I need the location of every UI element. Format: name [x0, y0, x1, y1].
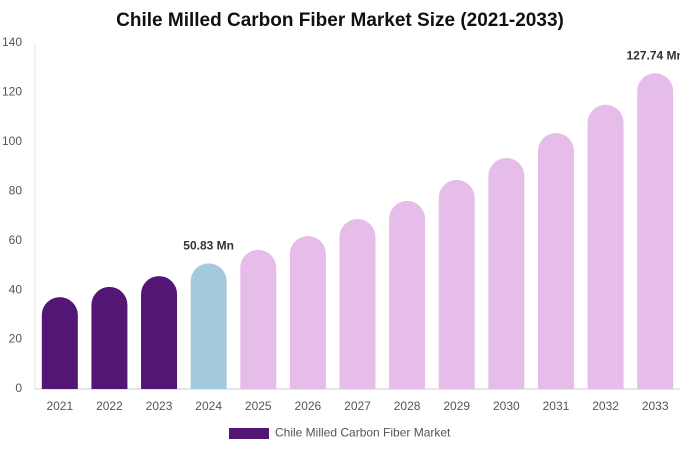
- bar: [637, 73, 674, 389]
- x-tick-label: 2023: [146, 399, 173, 413]
- bar: [289, 236, 326, 389]
- y-tick-label: 60: [9, 233, 23, 247]
- bar: [190, 263, 227, 389]
- bar: [438, 179, 475, 389]
- value-label: 50.83 Mn: [183, 239, 234, 253]
- y-tick-label: 120: [2, 85, 22, 99]
- bar: [141, 276, 178, 389]
- bar: [587, 104, 624, 390]
- bar: [339, 218, 376, 389]
- x-tick-label: 2028: [394, 399, 421, 413]
- y-tick-label: 140: [2, 35, 22, 49]
- bar: [488, 157, 525, 389]
- bar: [41, 297, 78, 389]
- y-tick-label: 0: [15, 381, 22, 395]
- x-tick-label: 2031: [543, 399, 570, 413]
- x-tick-label: 2027: [344, 399, 371, 413]
- x-tick-label: 2021: [46, 399, 73, 413]
- chart-title: Chile Milled Carbon Fiber Market Size (2…: [116, 10, 564, 31]
- y-tick-label: 40: [9, 282, 23, 296]
- y-tick-label: 80: [9, 183, 23, 197]
- bar: [389, 200, 426, 389]
- x-tick-label: 2032: [592, 399, 619, 413]
- x-tick-label: 2033: [642, 399, 669, 413]
- value-label: 127.74 Mn: [627, 48, 680, 62]
- x-tick-label: 2022: [96, 399, 123, 413]
- y-tick-label: 20: [9, 332, 23, 346]
- x-tick-label: 2024: [195, 399, 222, 413]
- legend-swatch: [229, 428, 269, 439]
- x-tick-label: 2026: [295, 399, 322, 413]
- bar: [240, 249, 277, 389]
- x-tick-label: 2029: [443, 399, 470, 413]
- x-tick-label: 2025: [245, 399, 272, 413]
- x-tick-label: 2030: [493, 399, 520, 413]
- y-tick-label: 100: [2, 134, 22, 148]
- bar: [91, 286, 128, 389]
- legend-label: Chile Milled Carbon Fiber Market: [275, 426, 451, 440]
- bar: [537, 132, 574, 389]
